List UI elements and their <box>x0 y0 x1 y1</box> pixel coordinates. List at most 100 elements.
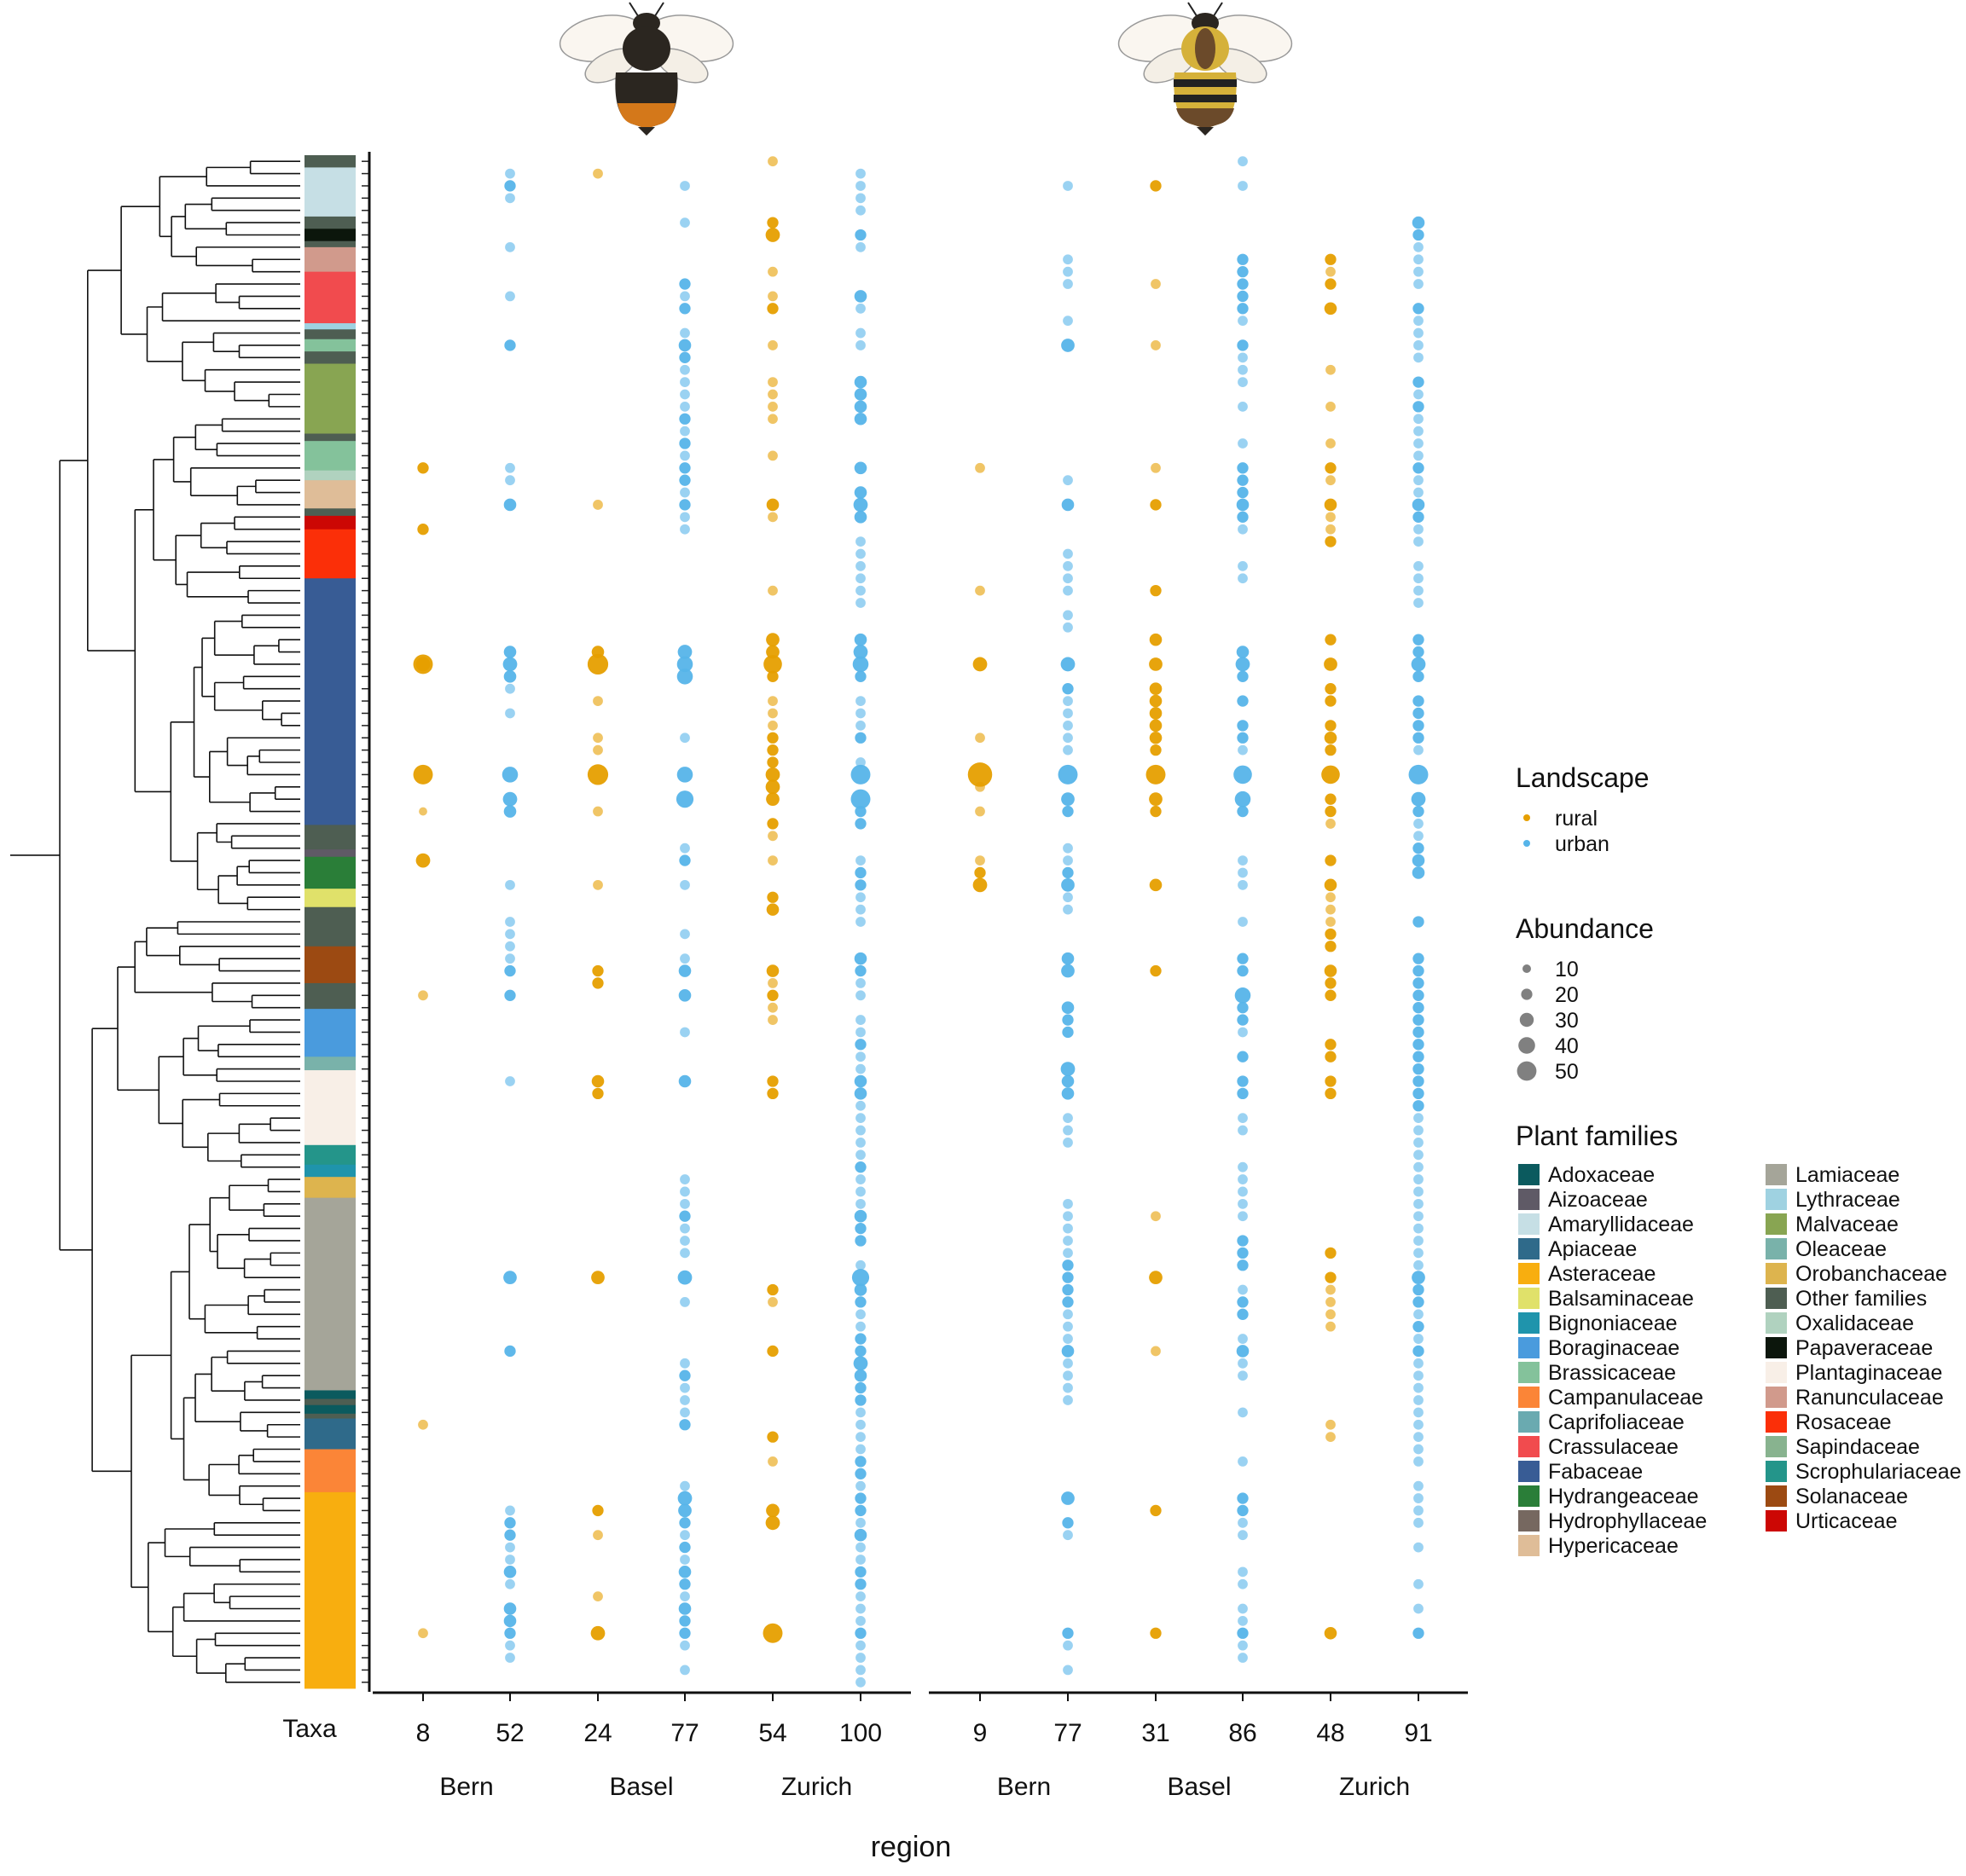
data-point <box>678 989 692 1002</box>
family-swatch <box>1766 1263 1787 1284</box>
family-block <box>304 351 356 364</box>
data-point <box>768 512 778 523</box>
data-point <box>1061 792 1075 807</box>
family-block <box>304 246 356 273</box>
data-point <box>677 1491 693 1506</box>
data-point <box>417 524 429 536</box>
family-block <box>304 329 356 340</box>
data-point <box>855 1555 866 1565</box>
data-point <box>855 1100 866 1111</box>
family-swatch <box>1766 1213 1787 1235</box>
data-point <box>855 1259 866 1271</box>
family-block <box>304 271 356 324</box>
data-point <box>975 585 985 596</box>
data-point <box>679 1419 691 1431</box>
data-point <box>1237 1014 1249 1026</box>
data-point <box>679 278 691 290</box>
family-swatch <box>1766 1436 1787 1457</box>
family-block <box>304 433 356 442</box>
data-point <box>855 1015 866 1025</box>
data-point <box>1237 303 1249 315</box>
data-point <box>1238 352 1248 363</box>
data-point <box>1412 854 1425 867</box>
data-point <box>1236 646 1250 658</box>
x-tick-label: 9 <box>973 1719 988 1747</box>
data-point <box>1063 585 1073 596</box>
data-point <box>413 654 433 675</box>
data-point <box>1238 1456 1248 1467</box>
data-point <box>1413 352 1424 363</box>
data-point <box>680 1027 690 1038</box>
data-point <box>1145 764 1166 785</box>
family-label: Campanulaceae <box>1548 1386 1703 1410</box>
family-block <box>304 1009 356 1057</box>
data-point <box>1238 855 1248 866</box>
x-axis-title: region <box>871 1831 952 1863</box>
data-point <box>1325 819 1336 829</box>
data-point <box>1413 524 1424 535</box>
family-label: Amaryllidaceae <box>1548 1213 1694 1236</box>
abundance-label: 50 <box>1555 1060 1579 1084</box>
family-block <box>304 508 356 517</box>
data-point <box>1325 364 1336 375</box>
data-point <box>1238 1125 1248 1136</box>
data-point <box>1063 855 1073 866</box>
data-point <box>503 1271 517 1285</box>
family-label: Sapindaceae <box>1795 1435 1920 1459</box>
data-point <box>1325 1297 1336 1307</box>
data-point <box>855 866 867 879</box>
striped-bumblebee-icon <box>1117 2 1293 136</box>
data-point <box>766 903 780 916</box>
data-point <box>855 1222 867 1235</box>
data-point <box>505 1542 515 1553</box>
data-point <box>1413 1456 1424 1467</box>
data-point <box>1325 536 1337 547</box>
data-point <box>504 989 516 1001</box>
data-point <box>855 560 866 571</box>
family-block <box>304 1418 356 1450</box>
data-point <box>1237 1051 1249 1062</box>
data-point <box>972 657 988 672</box>
data-point <box>1325 904 1336 915</box>
data-point <box>1412 1062 1424 1075</box>
data-point <box>1062 866 1074 879</box>
data-point <box>1063 1309 1073 1320</box>
data-point <box>768 855 778 866</box>
data-point <box>1063 266 1073 277</box>
data-point <box>1062 1271 1074 1283</box>
data-point <box>1238 1358 1248 1369</box>
data-point <box>678 1602 692 1615</box>
data-point <box>1058 764 1078 785</box>
data-point <box>1063 720 1073 731</box>
data-point <box>1413 1149 1424 1161</box>
data-point <box>854 486 867 499</box>
x-tick-label: 24 <box>583 1719 612 1747</box>
data-point <box>1413 1125 1424 1136</box>
data-point <box>855 1504 867 1517</box>
data-point <box>505 1555 515 1565</box>
data-point <box>855 241 866 252</box>
data-point <box>679 1541 691 1554</box>
family-block <box>304 946 356 984</box>
data-point <box>1412 805 1424 818</box>
data-point <box>1413 1419 1424 1430</box>
family-swatch <box>1518 1461 1540 1482</box>
data-point <box>855 1113 866 1124</box>
family-block <box>304 1390 356 1399</box>
data-point <box>1413 1395 1424 1405</box>
data-point <box>680 1174 690 1184</box>
data-point <box>855 1138 866 1148</box>
data-point <box>854 290 867 303</box>
data-point <box>1238 1407 1248 1418</box>
data-point <box>855 670 867 682</box>
data-point <box>1413 1603 1424 1614</box>
family-block <box>304 1404 356 1415</box>
data-point <box>680 512 690 523</box>
data-point <box>1063 696 1073 706</box>
data-point <box>1324 1626 1337 1640</box>
data-point <box>1149 707 1163 720</box>
data-point <box>1237 1259 1249 1271</box>
data-point <box>1238 1616 1248 1626</box>
data-point <box>1413 1198 1424 1209</box>
data-point <box>1412 646 1424 658</box>
